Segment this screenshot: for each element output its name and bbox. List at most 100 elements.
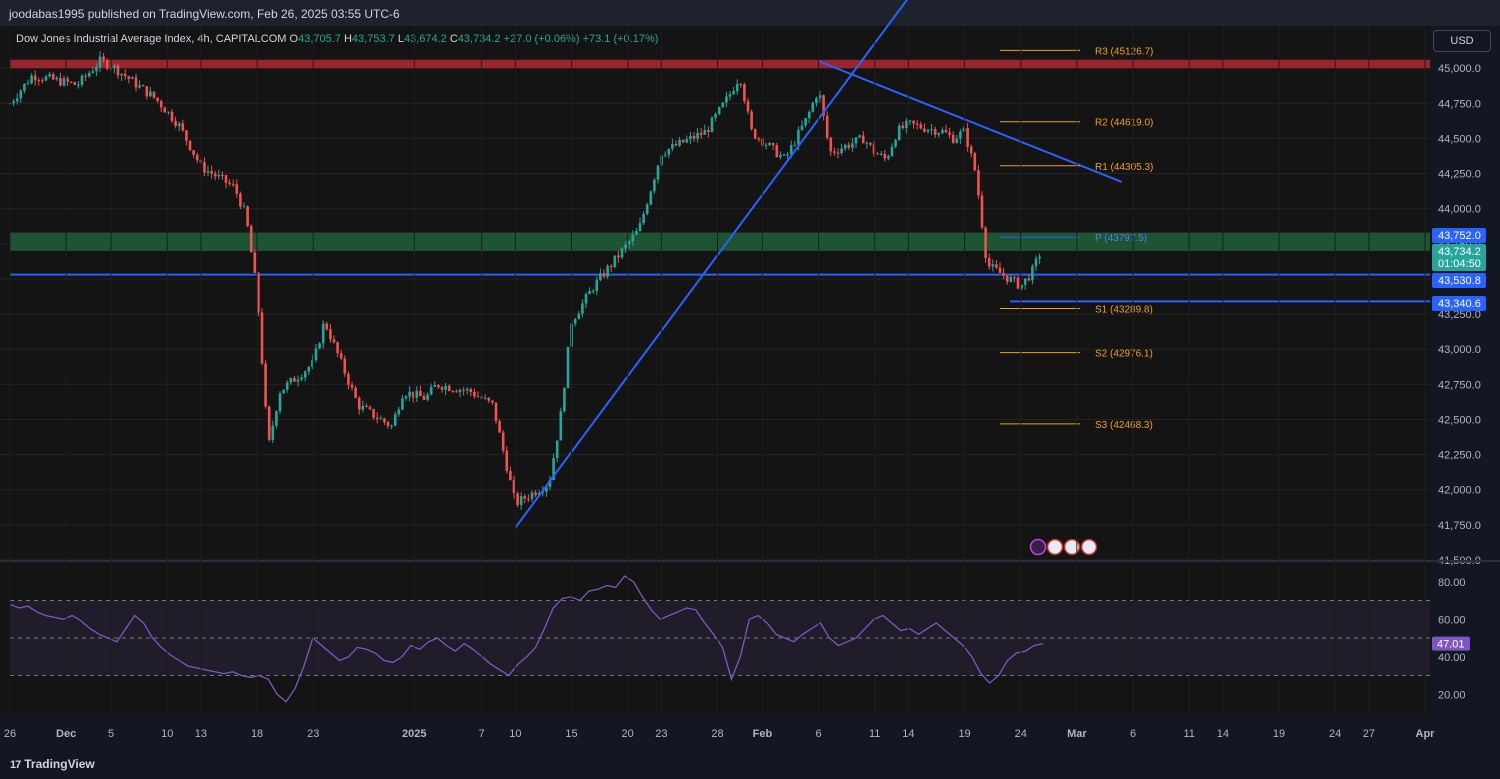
candle-body xyxy=(728,94,732,97)
candle-body xyxy=(59,77,62,86)
candle-body xyxy=(566,346,570,389)
candle-body xyxy=(509,471,512,481)
candle-body xyxy=(1002,272,1005,276)
candle-body xyxy=(339,353,343,359)
pivot-label-r1: R1 (44305.3) xyxy=(1095,162,1153,173)
candle-body xyxy=(753,129,757,139)
candle-body xyxy=(365,405,368,408)
candle-body xyxy=(217,174,221,177)
candle-body xyxy=(743,84,746,102)
candle-body xyxy=(55,77,59,80)
candle-body xyxy=(789,145,793,155)
candle-body xyxy=(437,384,440,388)
candle-body xyxy=(545,486,548,492)
price-tag-43752-text-0: 43,752.0 xyxy=(1438,230,1481,242)
candle-body xyxy=(714,113,717,118)
candle-body xyxy=(429,386,433,395)
candle-body xyxy=(674,143,678,146)
candle-body xyxy=(311,360,314,368)
candle-body xyxy=(23,83,26,91)
candle-body xyxy=(469,389,473,392)
price-tag-43340-text-0: 43,340.6 xyxy=(1438,298,1481,310)
price-tick-label: 42,000.0 xyxy=(1438,485,1481,497)
time-tick-label: 23 xyxy=(307,728,319,740)
time-tick-label: 11 xyxy=(869,728,880,740)
candle-body xyxy=(624,244,627,249)
tradingview-logo[interactable]: 17 TradingView xyxy=(10,757,95,771)
currency-button[interactable]: USD xyxy=(1433,30,1491,52)
candle-body xyxy=(131,77,134,79)
rsi-value-tag xyxy=(1432,636,1470,651)
candle-body xyxy=(69,81,73,83)
candle-body xyxy=(159,100,163,108)
candle-body xyxy=(591,290,595,292)
candle-body xyxy=(239,193,242,207)
candle-body xyxy=(926,129,930,132)
candle-body xyxy=(390,425,393,427)
candle-body xyxy=(379,418,383,420)
candle-body xyxy=(84,75,87,77)
time-tick-label: 20 xyxy=(622,728,634,740)
candle-body xyxy=(1027,278,1031,281)
candle-body xyxy=(797,129,800,145)
candle-body xyxy=(491,400,494,403)
candle-body xyxy=(95,67,98,72)
candle-body xyxy=(37,80,41,82)
price-tick-label: 44,250.0 xyxy=(1438,169,1481,181)
legend-close-value: 43,734.2 xyxy=(457,33,501,45)
candle-body xyxy=(242,206,246,208)
candle-body xyxy=(188,140,192,151)
candle-body xyxy=(822,95,825,116)
candle-body xyxy=(595,279,599,291)
candle-body xyxy=(357,397,361,410)
candle-body xyxy=(404,396,408,399)
current-price-tag-text-0: 43,734.2 xyxy=(1438,246,1481,258)
candle-body xyxy=(30,75,33,84)
candle-body xyxy=(872,144,876,154)
price-tick-label: 41,750.0 xyxy=(1438,520,1481,532)
candle-body xyxy=(656,165,660,180)
time-tick-label: Apr xyxy=(1416,728,1436,740)
candle-body xyxy=(843,144,847,149)
candle-body xyxy=(530,492,534,499)
tradingview-logo-icon: 17 xyxy=(10,759,21,771)
candle-body xyxy=(516,493,519,506)
candle-body xyxy=(908,120,912,122)
candle-body xyxy=(559,411,563,441)
candle-body xyxy=(228,182,231,184)
candle-body xyxy=(649,191,653,205)
legend-symbol: Dow Jones Industrial Average Index, 4h, … xyxy=(16,33,287,45)
candle-body xyxy=(757,138,761,140)
candle-body xyxy=(876,153,879,155)
rsi-line xyxy=(9,575,1044,703)
candle-body xyxy=(167,111,170,113)
candle-body xyxy=(811,102,815,112)
candle-body xyxy=(1038,256,1041,259)
candle-body xyxy=(386,422,390,426)
time-tick-label: 26 xyxy=(4,728,16,740)
time-tick-label: 18 xyxy=(251,728,263,740)
current-price-tag: 43,734.201:04:50 xyxy=(1432,244,1486,271)
candle-body xyxy=(145,86,149,97)
time-tick-label: 6 xyxy=(1130,728,1136,740)
time-tick-label: 24 xyxy=(1015,728,1027,740)
candle-body xyxy=(685,139,689,143)
candle-body xyxy=(825,115,829,138)
candle-body xyxy=(105,60,109,69)
candle-body xyxy=(185,130,188,141)
time-tick-label: 19 xyxy=(1273,728,1285,740)
candle-body xyxy=(336,342,339,354)
candle-body xyxy=(451,390,455,392)
candle-body xyxy=(631,234,635,242)
candle-body xyxy=(138,85,141,88)
candle-body xyxy=(300,377,303,380)
candle-body xyxy=(329,329,332,340)
candle-body xyxy=(494,402,498,422)
candle-body xyxy=(671,143,674,149)
candle-body xyxy=(800,125,804,130)
time-tick-label: 19 xyxy=(958,728,970,740)
candle-body xyxy=(264,363,267,407)
candle-body xyxy=(127,76,131,79)
candle-body xyxy=(260,312,264,364)
